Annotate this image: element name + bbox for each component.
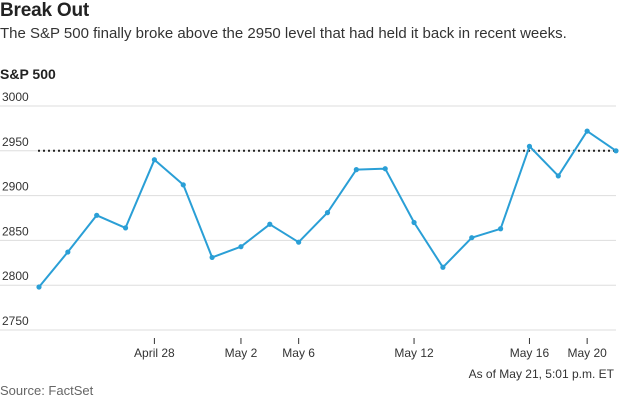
data-point <box>296 239 302 245</box>
series-sp500 <box>36 128 619 290</box>
data-point <box>209 254 215 261</box>
y-tick-label: 2850 <box>2 224 29 238</box>
y-tick-label: 3000 <box>2 90 29 104</box>
x-tick-label: May 2 <box>225 346 258 360</box>
x-tick-label: May 20 <box>567 346 607 360</box>
y-tick-label: 2750 <box>2 314 29 328</box>
data-point <box>151 157 157 163</box>
data-point <box>36 284 42 290</box>
data-point <box>94 212 100 218</box>
y-axis-ticks: 2750 2800 2850 2900 2950 3000 <box>2 90 29 328</box>
data-point <box>469 235 475 241</box>
data-point <box>613 148 619 154</box>
x-tick-label: May 16 <box>510 346 550 360</box>
chart-subtitle: The S&P 500 finally broke above the 2950… <box>0 25 567 42</box>
data-point <box>324 210 331 216</box>
data-point <box>267 221 273 227</box>
source-note: Source: FactSet <box>0 383 94 398</box>
x-tick-label: April 28 <box>134 346 175 360</box>
data-point <box>440 264 446 270</box>
data-point <box>238 244 244 250</box>
x-axis-ticks: April 28 May 2 May 6 May 12 May 16 May 20 <box>134 338 607 360</box>
data-point <box>122 225 129 231</box>
x-tick-label: May 12 <box>394 346 434 360</box>
data-point <box>382 166 388 172</box>
gridlines <box>0 105 616 331</box>
data-point <box>555 173 561 179</box>
data-point <box>526 143 533 149</box>
series-label: S&P 500 <box>0 66 56 82</box>
y-tick-label: 2800 <box>2 269 29 283</box>
data-point <box>180 182 186 188</box>
series-line <box>38 130 617 288</box>
data-point <box>353 167 359 173</box>
chart-title: Break Out <box>0 0 90 21</box>
data-point <box>65 249 71 255</box>
timestamp-note: As of May 21, 5:01 p.m. ET <box>468 367 614 381</box>
data-point <box>411 219 417 226</box>
y-tick-label: 2950 <box>2 135 29 149</box>
data-point <box>498 226 504 232</box>
x-tick-label: May 6 <box>282 346 315 360</box>
y-tick-label: 2900 <box>2 180 29 194</box>
data-point <box>584 128 590 134</box>
